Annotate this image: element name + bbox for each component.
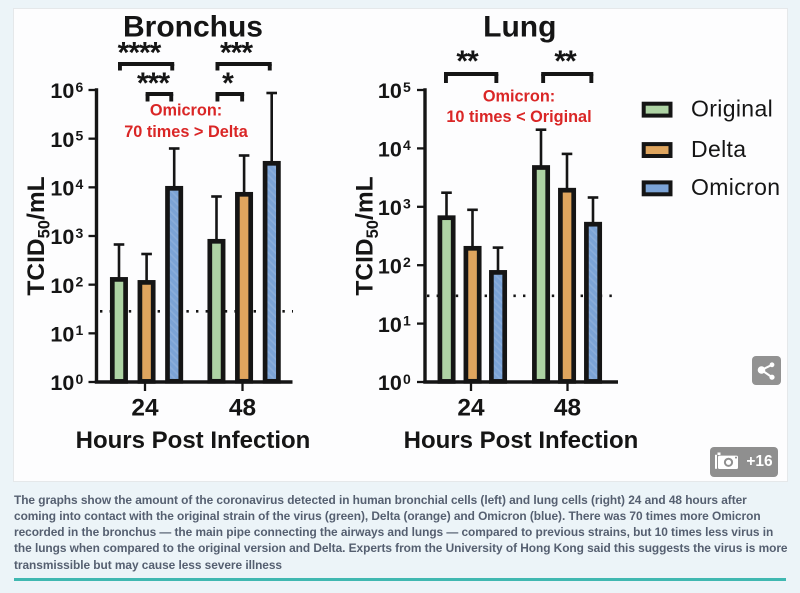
- svg-text:48: 48: [229, 395, 256, 422]
- svg-text:Omicron: Omicron: [691, 174, 780, 200]
- svg-text:10: 10: [378, 254, 402, 278]
- svg-text:10: 10: [378, 79, 402, 103]
- svg-text:Delta: Delta: [691, 136, 746, 162]
- svg-text:4: 4: [403, 137, 411, 153]
- svg-text:10: 10: [50, 225, 74, 249]
- svg-text:10: 10: [50, 323, 74, 347]
- svg-text:Lung: Lung: [483, 11, 556, 44]
- svg-text:**: **: [554, 45, 577, 78]
- svg-text:Bronchus: Bronchus: [123, 11, 263, 44]
- svg-text:5: 5: [403, 79, 411, 95]
- svg-text:24: 24: [131, 395, 159, 422]
- svg-text:10: 10: [50, 274, 74, 298]
- svg-text:0: 0: [403, 371, 411, 387]
- svg-text:48: 48: [554, 395, 581, 422]
- svg-text:10 times < Original: 10 times < Original: [446, 108, 591, 126]
- svg-text:1: 1: [76, 322, 84, 338]
- svg-text:70 times > Delta: 70 times > Delta: [124, 123, 248, 141]
- svg-text:10: 10: [378, 371, 402, 395]
- svg-text:4: 4: [76, 176, 84, 192]
- svg-text:Omicron:: Omicron:: [150, 102, 222, 120]
- svg-text:2: 2: [403, 254, 411, 270]
- svg-text:*: *: [222, 67, 234, 100]
- svg-text:24: 24: [457, 395, 485, 422]
- svg-text:10: 10: [50, 177, 74, 201]
- svg-text:6: 6: [76, 79, 84, 95]
- svg-text:Hours Post Infection: Hours Post Infection: [76, 427, 311, 454]
- svg-text:Omicron:: Omicron:: [483, 88, 555, 106]
- svg-text:0: 0: [76, 371, 84, 387]
- svg-text:****: ****: [118, 37, 162, 70]
- svg-text:10: 10: [378, 196, 402, 220]
- svg-text:3: 3: [403, 196, 411, 212]
- svg-text:**: **: [456, 45, 479, 78]
- svg-text:10: 10: [378, 138, 402, 162]
- svg-text:10: 10: [378, 313, 402, 337]
- svg-text:10: 10: [50, 128, 74, 152]
- svg-text:3: 3: [76, 225, 84, 241]
- svg-text:***: ***: [220, 37, 253, 70]
- svg-text:5: 5: [76, 127, 84, 143]
- svg-text:1: 1: [403, 312, 411, 328]
- svg-text:Original: Original: [691, 96, 773, 122]
- svg-text:Hours Post Infection: Hours Post Infection: [404, 427, 639, 454]
- svg-text:10: 10: [50, 371, 74, 395]
- svg-text:10: 10: [50, 79, 74, 103]
- svg-text:2: 2: [76, 273, 84, 289]
- svg-text:***: ***: [137, 67, 170, 100]
